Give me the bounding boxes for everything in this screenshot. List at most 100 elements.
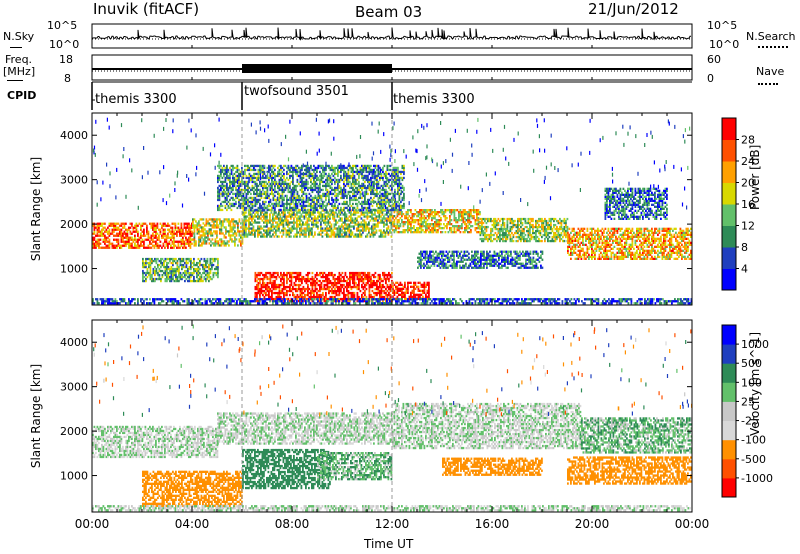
power-cell [563, 217, 566, 221]
power-cell [176, 265, 179, 269]
power-cell [202, 222, 205, 225]
power-cell [438, 221, 441, 224]
power-cell [111, 246, 114, 249]
power-cell [342, 235, 345, 238]
power-cell [601, 255, 604, 258]
power-cell [162, 224, 165, 227]
power-cell [333, 217, 336, 220]
power-cell [350, 219, 352, 222]
power-cell [319, 285, 321, 289]
power-cell [281, 281, 284, 285]
power-cell [487, 233, 489, 237]
power-cell [490, 239, 492, 243]
power-cell [122, 226, 124, 229]
power-cell [344, 297, 347, 301]
power-cell [399, 293, 402, 296]
power-cell [350, 229, 352, 232]
power-cell [630, 251, 632, 254]
power-cell [423, 285, 426, 288]
power-cell [356, 277, 359, 281]
power-cell [681, 257, 683, 260]
power-cell [256, 291, 258, 295]
power-cell [500, 233, 503, 237]
power-cell [215, 271, 218, 275]
power-cell [258, 215, 261, 218]
power-cell [416, 219, 418, 222]
power-cell [642, 249, 644, 252]
power-cell [326, 227, 328, 230]
power-cell [323, 229, 325, 232]
power-cell [642, 241, 644, 244]
power-cell [496, 239, 498, 243]
power-cell [609, 249, 611, 252]
power-cell [149, 271, 152, 275]
power-cell [211, 238, 214, 241]
power-cell [306, 219, 309, 222]
power-cell [135, 230, 138, 233]
power-cell [148, 263, 150, 267]
power-cell [145, 261, 147, 265]
power-cell [553, 217, 555, 221]
power-cell [481, 219, 483, 223]
power-cell [661, 255, 664, 258]
power-cell [272, 287, 275, 291]
power-cell [425, 217, 427, 220]
power-cell [557, 231, 560, 235]
power-cell [577, 255, 580, 258]
power-cell [450, 231, 453, 234]
power-cell [167, 244, 169, 247]
power-cell [295, 287, 297, 291]
power-cell [481, 231, 483, 235]
power-cell [142, 279, 144, 283]
power-cell [166, 275, 168, 279]
power-cell [176, 261, 179, 265]
power-cell [117, 240, 120, 243]
power-cell [631, 241, 634, 244]
power-cell [254, 221, 256, 224]
power-cell [592, 227, 595, 230]
power-cell [631, 233, 634, 236]
power-cell [655, 237, 658, 240]
power-cell [485, 225, 488, 229]
power-cell [344, 217, 346, 220]
power-cell [151, 261, 153, 265]
power-cell [128, 242, 130, 245]
power-cell [364, 277, 366, 281]
power-cell [327, 233, 330, 236]
power-cell [600, 229, 602, 232]
power-cell [146, 257, 149, 261]
power-cell [332, 277, 335, 281]
power-cell [185, 226, 187, 229]
power-cell [566, 225, 569, 229]
power-cell [535, 219, 537, 223]
power-cell [158, 277, 161, 281]
power-cell [367, 281, 369, 285]
power-cell [155, 267, 158, 271]
power-cell [257, 271, 260, 275]
power-cell [396, 209, 399, 212]
power-cell [132, 238, 135, 241]
power-cell [645, 233, 647, 236]
power-cell [288, 221, 291, 224]
power-cell [410, 293, 412, 296]
power-cell [347, 219, 349, 222]
power-cell [168, 230, 171, 233]
power-cell [527, 221, 530, 225]
power-cell [295, 295, 297, 299]
power-cell [580, 227, 583, 230]
power-cell [311, 221, 313, 224]
power-cell [226, 230, 229, 233]
power-cell [601, 231, 604, 234]
power-cell [509, 233, 512, 237]
power-cell [199, 244, 202, 247]
power-cell [328, 279, 330, 283]
power-cell [268, 285, 270, 289]
power-cell [180, 232, 183, 235]
power-cell [324, 221, 327, 224]
power-cell [181, 257, 183, 261]
power-cell [181, 267, 183, 271]
power-cell [243, 219, 246, 222]
power-cell [323, 213, 325, 216]
power-cell [200, 273, 203, 277]
power-cell [580, 249, 583, 252]
